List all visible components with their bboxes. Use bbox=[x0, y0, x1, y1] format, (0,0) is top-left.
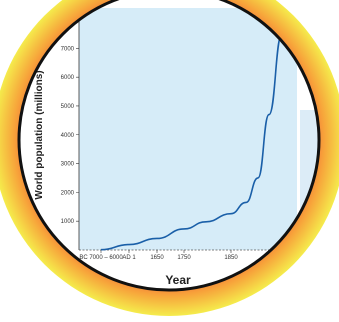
y-tick-label: 4000 bbox=[61, 133, 75, 139]
y-tick-label: 3000 bbox=[61, 162, 75, 168]
y-tick-label: 6000 bbox=[61, 75, 75, 81]
y-tick-label: 1000 bbox=[61, 219, 75, 225]
y-tick-label: 7000 bbox=[61, 46, 75, 52]
x-tick-label: 1650 bbox=[150, 255, 164, 261]
y-axis-label: World population (millions) bbox=[34, 70, 45, 199]
x-tick-label: AD 1 bbox=[122, 255, 136, 261]
y-tick-label: 5000 bbox=[61, 104, 75, 110]
x-tick-label: BC 7000 – 6000 bbox=[79, 255, 123, 261]
plot-area bbox=[79, 8, 297, 250]
y-tick-group: 10002000300040005000600070008000 bbox=[61, 18, 79, 225]
x-tick-label: 1850 bbox=[224, 255, 238, 261]
lens-rim bbox=[17, 0, 321, 292]
y-tick-label: 2000 bbox=[61, 190, 75, 196]
population-line bbox=[100, 15, 289, 251]
x-axis-label: Year bbox=[165, 273, 191, 287]
x-tick-label: 1750 bbox=[177, 255, 191, 261]
